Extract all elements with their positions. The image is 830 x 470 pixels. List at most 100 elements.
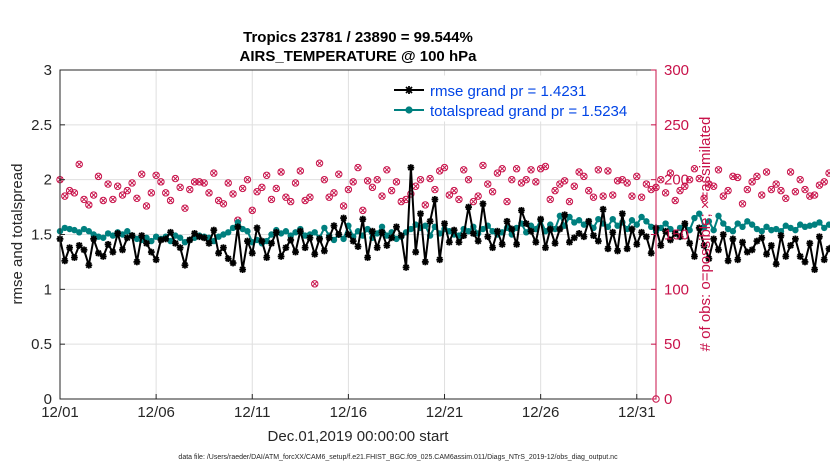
legend-box [387,75,651,122]
obs-possible-marker [681,182,689,190]
totalspread-point [696,210,703,217]
obs-assimilated-stroke [287,198,294,205]
obs-assimilated-marker [580,173,587,180]
obs-assimilated-marker [138,171,145,178]
rmse-point [739,238,746,246]
obs-possible-marker [820,178,828,186]
obs-assimilated-stroke [749,178,756,185]
totalspread-point [633,221,640,228]
totalspread-point [100,234,107,241]
series-lines [56,164,830,273]
legend-rmse-marker [405,86,413,94]
rmse-point [782,253,790,260]
obs-assimilated-stroke [580,173,587,180]
obs-possible-marker [258,183,266,192]
x-tick-label: 12/01 [41,404,79,421]
obs-assimilated-marker [172,175,179,182]
obs-assimilated-stroke [792,188,799,195]
rmse-point-stroke [258,237,266,245]
rmse-point [642,233,650,241]
obs-assimilated-marker [691,165,698,172]
obs-assimilated-marker [720,193,727,200]
obs-assimilated-marker [744,186,751,193]
rmse-point-stroke [470,230,477,237]
rmse-point [171,239,179,247]
obs-assimilated-marker [455,196,462,203]
y-left-tick-label: 0.5 [31,336,52,353]
rmse-point [513,240,521,248]
y-right-tick-label: 0 [664,391,672,408]
totalspread-point [825,221,830,228]
obs-possible-marker [565,197,574,206]
obs-assimilated-stroke [614,177,621,184]
rmse-point [75,242,83,249]
obs-assimilated-stroke [100,197,107,204]
rmse-point-stroke [676,233,684,240]
obs-assimilated-stroke [811,192,818,198]
obs-assimilated-marker [230,190,236,197]
rmse-point [85,261,93,269]
rmse-point-stroke [402,264,410,271]
obs-assimilated-marker [686,176,693,183]
obs-assimilated-stroke [282,194,289,201]
obs-assimilated-stroke [148,189,155,196]
rmse-point-stroke [321,247,328,255]
obs-assimilated-stroke [215,197,222,204]
obs-possible-marker [589,193,598,201]
rmse-point [734,256,742,264]
obs-possible-marker [416,175,425,184]
rmse-point-stroke [614,247,621,255]
rmse-point-stroke [249,249,256,257]
obs-possible-marker [383,166,391,174]
obs-assimilated-stroke [494,170,501,177]
obs-assimilated-marker [797,176,804,183]
obs-assimilated-stroke [566,198,573,205]
obs-assimilated-marker [273,185,280,192]
obs-assimilated-stroke [648,186,655,193]
totalspread-point [614,222,621,229]
obs-assimilated-marker [624,180,631,186]
rmse-point-stroke [672,230,679,237]
obs-possible-marker [157,178,165,186]
obs-possible-marker [695,174,703,183]
rmse-point-stroke [816,233,823,240]
obs-possible-marker [637,193,646,201]
obs-assimilated-marker [590,194,597,201]
rmse-point [301,244,309,252]
rmse-point-stroke [311,251,318,258]
rmse-point-stroke [225,255,232,262]
rmse-point [715,246,722,254]
rmse-point [748,246,756,254]
x-tick-label: 12/26 [522,404,560,421]
rmse-point-stroke [191,230,198,237]
rmse-point [532,238,540,246]
rmse-point-stroke [686,240,693,247]
obs-assimilated-stroke [345,186,352,193]
obs-possible-marker [421,201,429,209]
totalspread-point [705,218,713,225]
obs-assimilated-stroke [206,189,212,196]
obs-possible-marker [585,186,593,195]
obs-assimilated-marker [143,203,150,209]
rmse-point [623,245,631,253]
rmse-point [676,233,684,241]
obs-possible-marker [325,193,333,201]
obs-possible-marker [724,186,732,195]
rmse-point-stroke [95,249,102,257]
totalspread-point [729,228,737,235]
obs-possible-marker [743,185,752,194]
obs-possible-marker [445,191,454,199]
obs-assimilated-marker [436,167,443,174]
obs-assimilated-stroke [686,176,693,183]
rmse-point [143,239,150,247]
rmse-point [614,247,621,255]
obs-assimilated-stroke [331,189,337,196]
totalspread-point [282,228,290,235]
rmse-point [700,242,708,249]
y-right-tick-label: 250 [664,117,689,134]
rmse-point-stroke [388,234,395,241]
rmse-point [258,237,266,245]
obs-assimilated-stroke [499,165,506,172]
obs-assimilated-stroke [455,196,462,203]
rmse-point [167,228,174,236]
